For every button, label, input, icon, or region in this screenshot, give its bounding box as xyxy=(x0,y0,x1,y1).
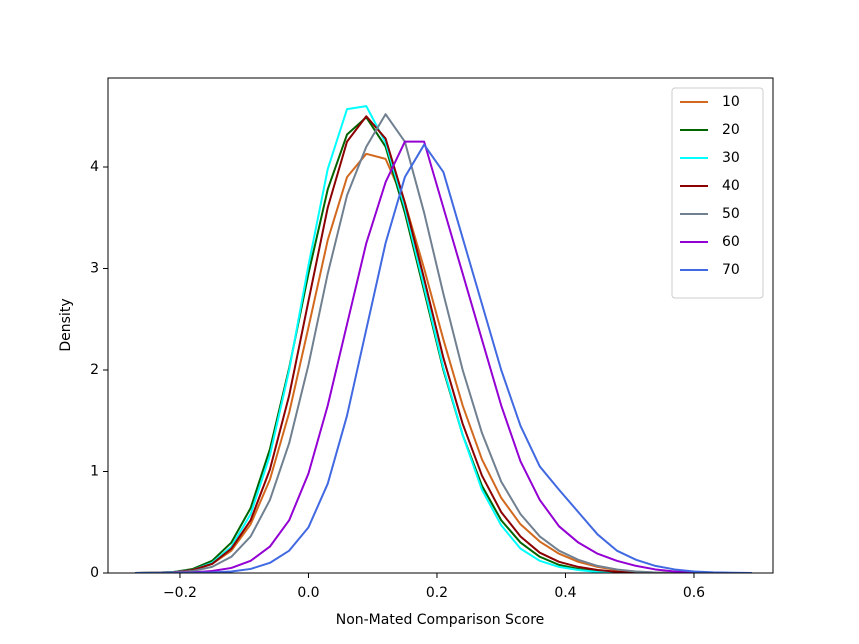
y-tick-label: 0 xyxy=(90,565,99,581)
x-tick-label: 0.4 xyxy=(554,585,576,601)
legend-box xyxy=(671,87,764,299)
x-tick-label: 0.2 xyxy=(426,585,448,601)
plot-frame xyxy=(107,77,774,574)
legend-label: 50 xyxy=(722,206,740,222)
y-tick-label: 1 xyxy=(90,464,99,480)
y-tick-label: 2 xyxy=(90,362,99,378)
y-tick-label: 3 xyxy=(90,261,99,277)
y-axis-label: Density xyxy=(58,298,74,351)
series-line xyxy=(134,113,752,573)
x-tick-label: −0.2 xyxy=(163,585,197,601)
legend-label: 40 xyxy=(722,178,740,194)
x-tick-label: 0.6 xyxy=(683,585,705,601)
legend-label: 30 xyxy=(722,150,740,166)
series-line xyxy=(134,105,752,573)
y-tick-label: 4 xyxy=(90,159,99,175)
legend-label: 20 xyxy=(722,122,740,138)
legend-label: 10 xyxy=(722,94,740,110)
x-tick-label: 0.0 xyxy=(297,585,319,601)
series-line xyxy=(134,140,752,573)
series-line xyxy=(134,143,752,573)
legend-label: 60 xyxy=(722,234,740,250)
x-axis-label: Non-Mated Comparison Score xyxy=(336,612,545,628)
legend-label: 70 xyxy=(722,262,740,278)
